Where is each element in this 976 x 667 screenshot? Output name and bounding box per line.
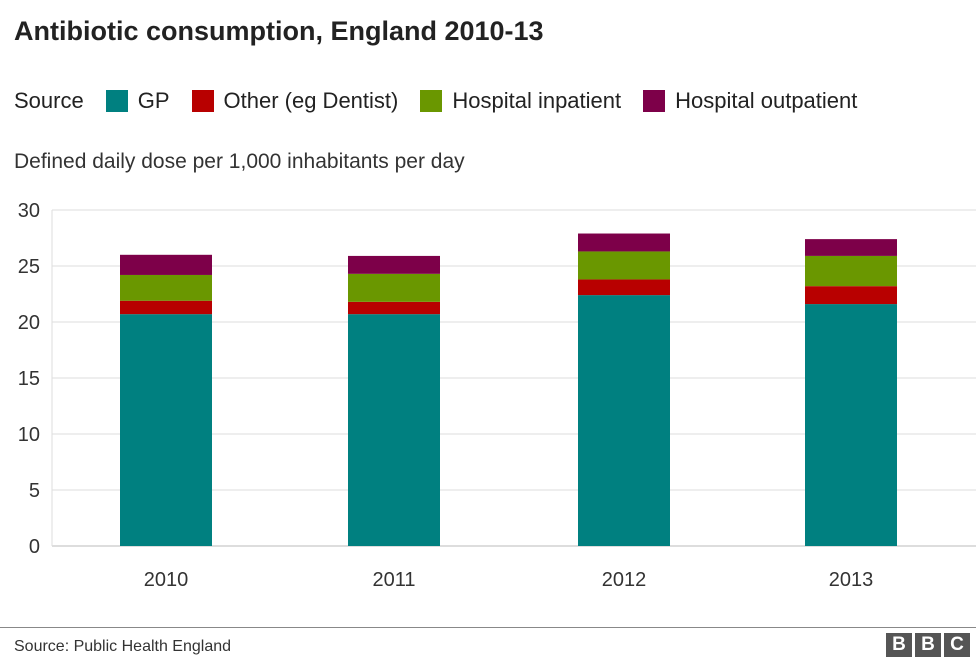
y-tick-label: 15 <box>18 368 40 390</box>
legend-label: Hospital outpatient <box>675 88 858 113</box>
x-tick-label: 2010 <box>144 569 189 591</box>
chart-title: Antibiotic consumption, England 2010-13 <box>14 16 544 46</box>
y-tick-label: 10 <box>18 424 40 446</box>
bar-segment <box>348 273 440 302</box>
bar-segment <box>805 286 897 305</box>
bar-segment <box>578 295 670 546</box>
x-tick-label: 2011 <box>372 569 415 591</box>
y-tick-label: 5 <box>29 480 40 502</box>
bar-segment <box>120 254 212 275</box>
source-note: Source: Public Health England <box>14 638 232 655</box>
bar-segment <box>348 255 440 274</box>
legend-item: Other (eg Dentist) <box>191 88 399 114</box>
legend: Source GP Other (eg Dentist) Hospital inpa… <box>14 88 857 114</box>
legend-label: Other (eg Dentist) <box>223 88 399 113</box>
y-tick-label: 0 <box>29 536 40 558</box>
x-tick-label: 2013 <box>829 569 874 591</box>
bar-segment <box>120 274 212 301</box>
legend-item: Hospital outpatient <box>643 88 857 114</box>
y-tick-label: 25 <box>18 256 40 278</box>
legend-swatch <box>643 90 666 112</box>
legend-swatch <box>105 90 128 112</box>
x-tick-label: 2012 <box>602 569 647 591</box>
bar-segment <box>348 301 440 315</box>
bar-segment <box>805 239 897 256</box>
y-tick-label: 20 <box>18 312 40 334</box>
legend-swatch <box>191 90 214 112</box>
legend-item: Hospital inpatient <box>420 88 621 114</box>
bar-segment <box>120 300 212 315</box>
bar-segment <box>120 314 212 546</box>
bar-segment <box>805 255 897 287</box>
bar-segment <box>578 279 670 296</box>
legend-title: Source <box>14 88 84 113</box>
legend-item: GP <box>105 88 170 114</box>
bar-segment <box>578 233 670 252</box>
y-axis-label: Defined daily dose per 1,000 inhabitants… <box>14 150 465 173</box>
legend-label: GP <box>137 88 170 113</box>
bar-segment <box>805 304 897 546</box>
footer-divider <box>0 627 976 628</box>
chart-plot: 0 5 10 15 20 25 30 2010 2011 2012 2013 <box>18 200 976 591</box>
legend-swatch <box>420 90 443 112</box>
bar-segment <box>348 314 440 546</box>
bar-segment <box>578 251 670 280</box>
y-tick-label: 30 <box>18 200 40 222</box>
legend-label: Hospital inpatient <box>452 88 622 113</box>
